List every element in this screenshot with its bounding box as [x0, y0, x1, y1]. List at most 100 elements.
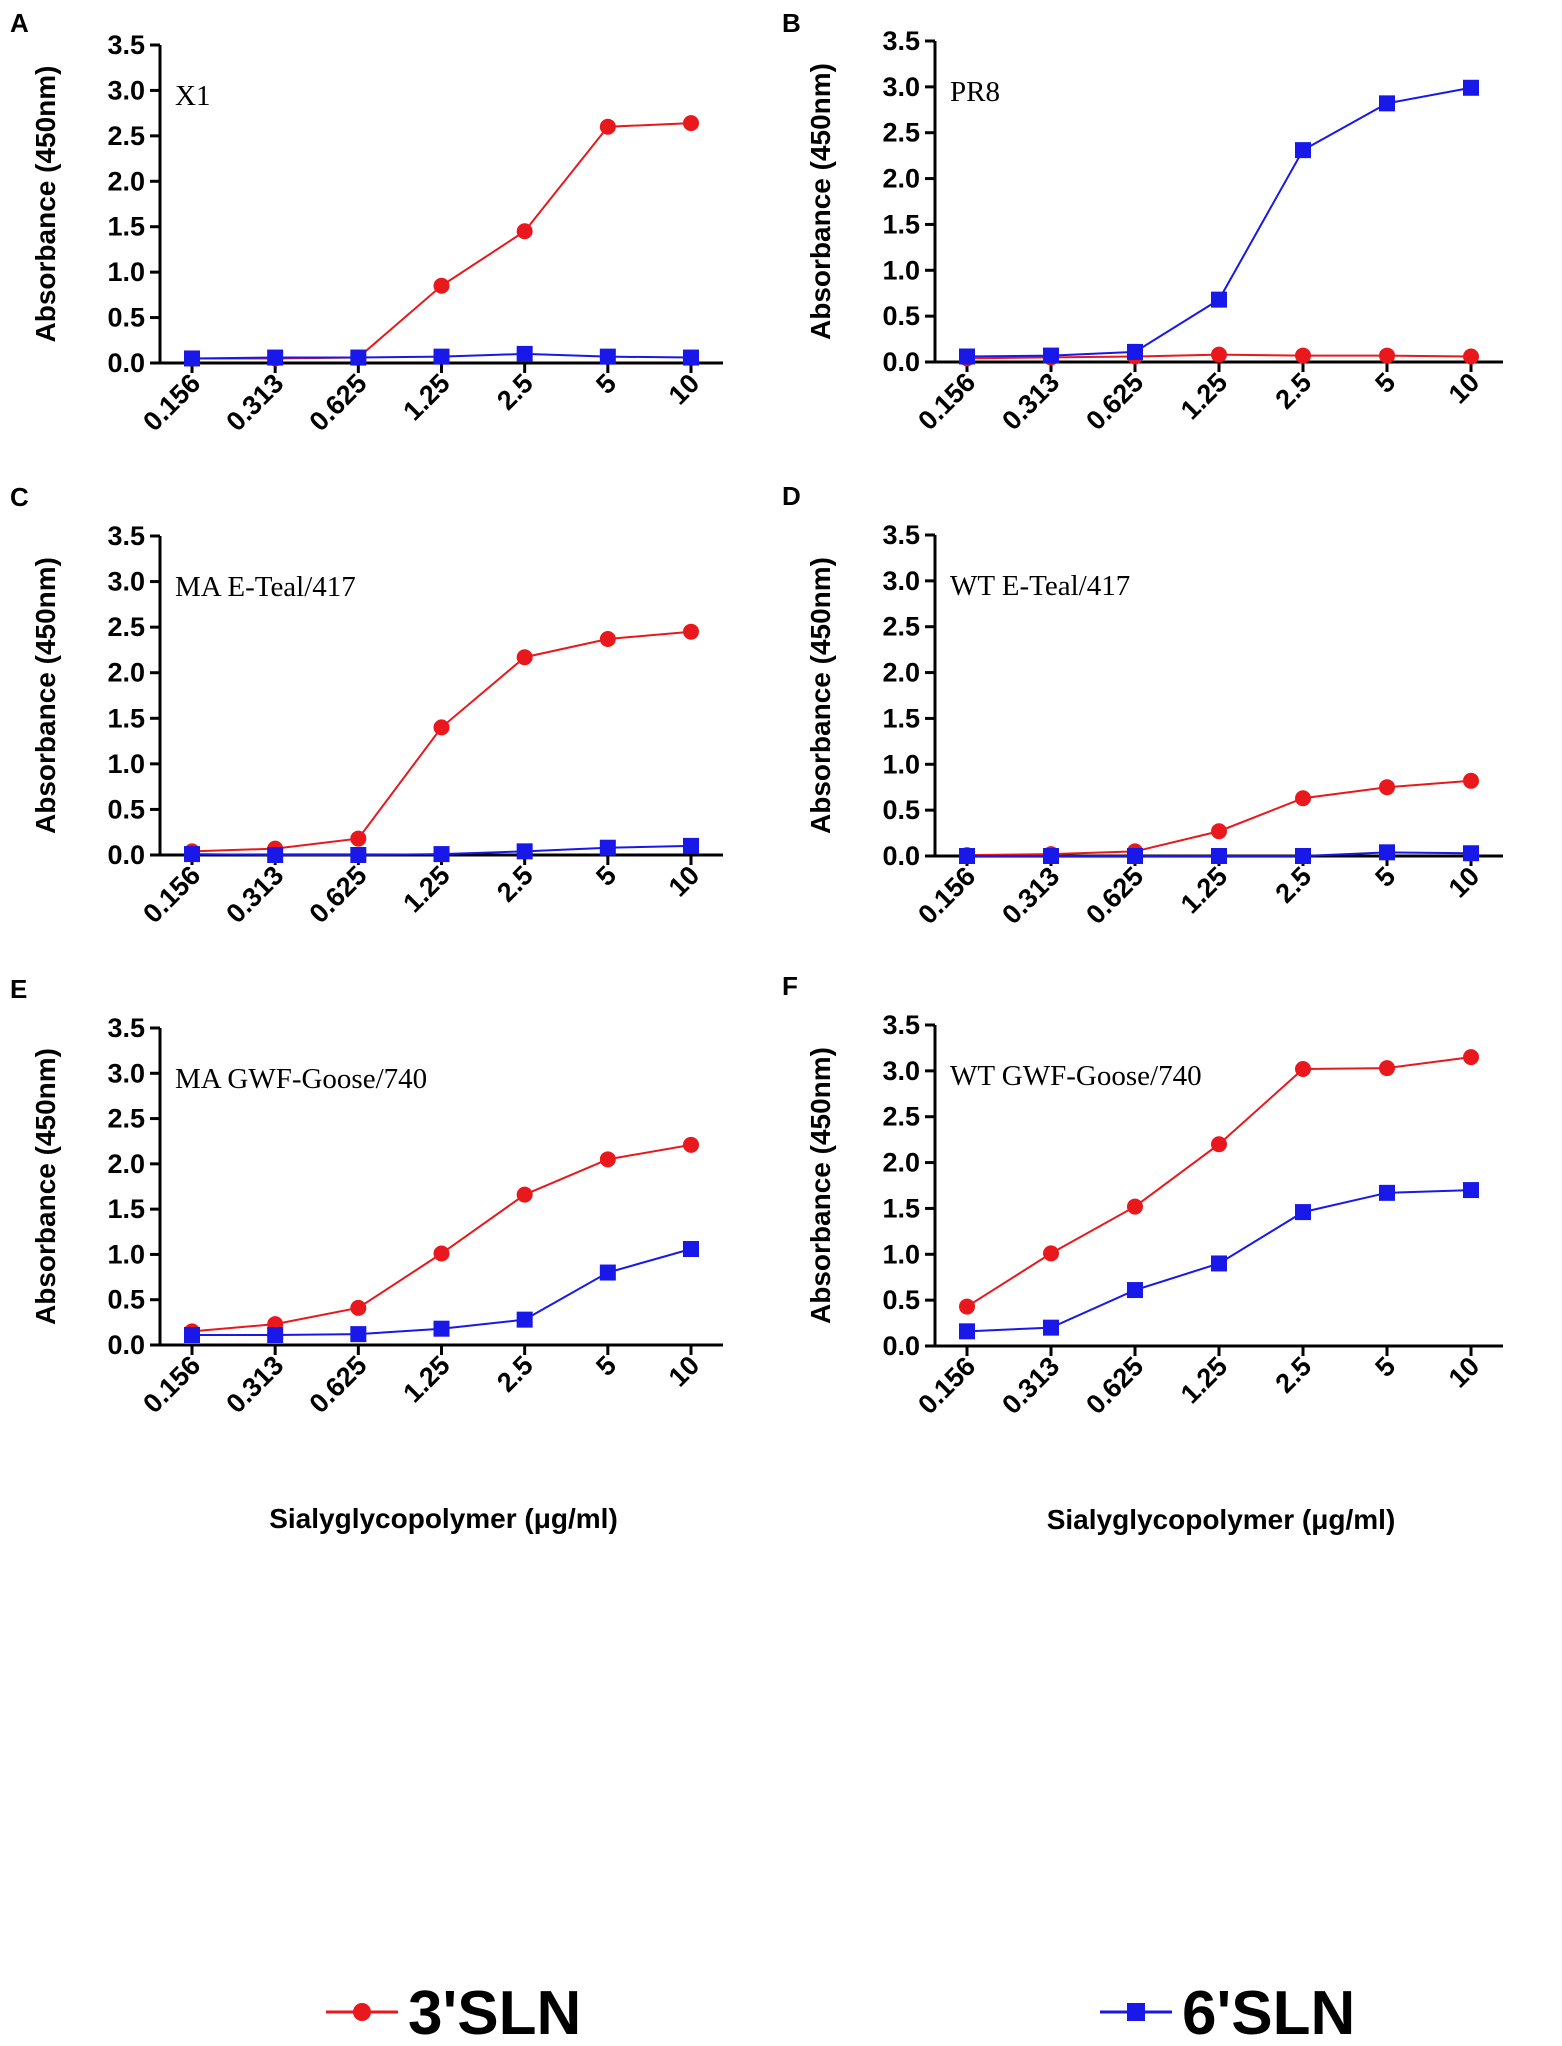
y-tick-label: 1.0	[107, 749, 145, 779]
panel-letter-a: A	[10, 8, 29, 38]
y-tick-label: 3.5	[107, 521, 145, 551]
data-point-6sln	[350, 847, 367, 863]
data-point-3sln	[1463, 1049, 1479, 1066]
panel-letter-d: D	[782, 481, 801, 511]
y-tick-label: 2.0	[107, 1149, 145, 1179]
y-tick-label: 0.0	[107, 1330, 145, 1360]
data-point-3sln	[1043, 1245, 1059, 1262]
data-point-3sln	[683, 623, 699, 640]
series-line-3sln	[966, 779, 1472, 857]
data-point-3sln	[516, 649, 533, 666]
x-axis-label: Sialyglycopolymer (μg/ml)	[1047, 1504, 1396, 1535]
x-tick-label: 0.625	[1080, 367, 1149, 436]
legend-marker-6sln	[1127, 2003, 1145, 2021]
x-tick-label: 2.5	[1269, 367, 1317, 415]
y-tick-label: 0.5	[882, 1285, 920, 1315]
data-point-6sln	[1043, 347, 1059, 364]
y-tick-label: 1.0	[882, 255, 920, 285]
panel-letter-e: E	[10, 974, 27, 1004]
data-point-6sln	[1463, 1182, 1479, 1199]
x-tick-label: 5	[590, 860, 622, 892]
panel-title: MA GWF-Goose/740	[175, 1063, 427, 1095]
data-point-6sln	[959, 1323, 975, 1340]
y-tick-label: 3.0	[107, 1058, 145, 1088]
y-tick-label: 1.5	[107, 212, 145, 242]
data-point-3sln	[683, 115, 699, 132]
panel-title: WT E-Teal/417	[950, 570, 1130, 602]
y-tick-label: 2.0	[107, 658, 145, 688]
y-tick-label: 3.5	[882, 520, 920, 550]
chart-panel-c: C 0.0 0.5 1.0 1.5 2.0 2.5 3.0 3.5 0.156 0.313 0.625…	[10, 482, 723, 929]
legend-entry-3sln: 3'SLN	[326, 1979, 581, 2046]
x-tick-label: 0.156	[137, 1350, 206, 1419]
x-tick-label: 0.156	[137, 368, 206, 437]
x-tick-label: 0.625	[304, 1350, 373, 1419]
x-tick-label: 5	[1369, 367, 1401, 399]
data-point-6sln	[267, 847, 284, 863]
data-point-6sln	[1379, 95, 1395, 112]
legend-label-3sln: 3'SLN	[408, 1979, 581, 2046]
panel-title: PR8	[950, 76, 1000, 108]
y-tick-label: 2.5	[107, 612, 145, 642]
data-point-3sln	[599, 630, 616, 647]
y-tick-label: 0.0	[882, 1331, 920, 1361]
data-point-6sln	[1379, 844, 1395, 861]
x-tick-label: 5	[1369, 861, 1401, 893]
series-3sln	[184, 115, 699, 367]
y-tick-label: 3.5	[882, 1010, 920, 1040]
data-point-6sln	[1127, 343, 1143, 360]
y-tick-label: 0.5	[882, 301, 920, 331]
y-tick-label: 1.5	[882, 1193, 920, 1223]
data-point-6sln	[184, 350, 200, 367]
y-tick-label: 2.0	[107, 166, 145, 196]
legend-entry-6sln: 6'SLN	[1100, 1979, 1355, 2046]
series-6sln	[184, 837, 699, 863]
x-tick-label: 5	[1369, 1351, 1401, 1383]
data-point-6sln	[1463, 79, 1479, 96]
data-point-6sln	[1295, 142, 1311, 159]
y-tick-label: 3.0	[107, 75, 145, 105]
x-axis-label: Sialyglycopolymer (μg/ml)	[269, 1503, 618, 1534]
data-point-6sln	[1463, 845, 1479, 862]
data-point-6sln	[433, 1320, 450, 1337]
chart-panel-e: E 0.0 0.5 1.0 1.5 2.0 2.5 3.0 3.5 0.156 0.313 0.625…	[10, 974, 723, 1534]
x-tick-label: 0.625	[304, 860, 373, 929]
x-tick-label: 2.5	[1269, 1351, 1317, 1399]
y-tick-label: 0.0	[882, 841, 920, 871]
data-point-6sln	[433, 348, 450, 365]
data-point-6sln	[1211, 291, 1227, 308]
series-line-3sln	[191, 1143, 692, 1333]
data-point-3sln	[516, 1186, 533, 1203]
data-point-3sln	[350, 830, 367, 847]
data-point-6sln	[350, 349, 367, 366]
y-tick-label: 2.0	[882, 164, 920, 194]
y-tick-label: 2.5	[107, 1104, 145, 1134]
x-tick-label: 0.625	[304, 368, 373, 437]
x-tick-label: 0.156	[137, 860, 206, 929]
panel-letter-b: B	[782, 8, 801, 38]
y-tick-label: 1.0	[882, 1239, 920, 1269]
series-6sln	[959, 844, 1479, 864]
y-axis-label: Absorbance (450nm)	[805, 1047, 836, 1324]
x-tick-label: 0.313	[996, 861, 1065, 930]
x-tick-label: 1.25	[1175, 1351, 1233, 1409]
y-tick-label: 2.5	[882, 118, 920, 148]
x-tick-label: 1.25	[397, 860, 455, 918]
data-point-6sln	[516, 1311, 533, 1328]
series-6sln	[184, 1240, 699, 1344]
series-3sln	[184, 1136, 699, 1340]
data-point-6sln	[184, 1327, 200, 1344]
data-point-3sln	[1295, 1061, 1311, 1078]
y-tick-label: 2.0	[882, 1148, 920, 1178]
data-point-6sln	[1211, 1255, 1227, 1272]
x-tick-label: 5	[590, 368, 622, 400]
data-point-6sln	[683, 1240, 699, 1257]
y-tick-label: 2.5	[107, 121, 145, 151]
x-tick-label: 0.156	[912, 367, 981, 436]
x-tick-label: 5	[590, 1350, 622, 1382]
x-tick-label: 10	[1443, 367, 1485, 409]
x-tick-label: 0.313	[996, 1351, 1065, 1420]
y-axis-label: Absorbance (450nm)	[30, 557, 61, 834]
y-tick-label: 2.5	[882, 612, 920, 642]
